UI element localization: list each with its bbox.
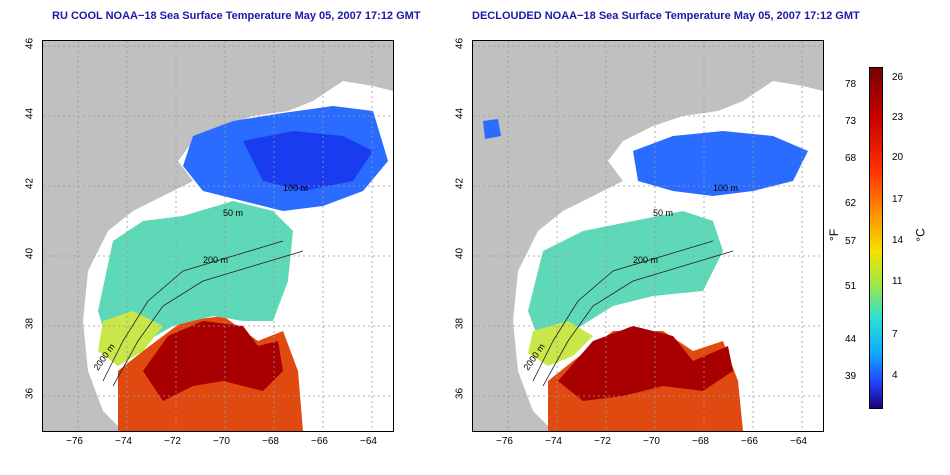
colorbar-f-tick: 39 [845, 371, 857, 382]
colorbar-c-tick: 14 [892, 235, 904, 246]
gulf-stream-core [143, 321, 283, 401]
y-tick: 40 [454, 247, 466, 260]
gulf-stream-core [558, 326, 733, 401]
y-tick: 40 [24, 247, 36, 260]
colorbar-c-tick: 17 [892, 194, 904, 205]
x-tick: −76 [496, 436, 513, 447]
x-tick: −74 [115, 436, 132, 447]
colorbar-c-tick: 4 [892, 370, 898, 381]
y-tick: 46 [24, 37, 36, 50]
x-tick: −66 [741, 436, 758, 447]
y-tick: 44 [454, 107, 466, 120]
contour-label-100m: 100 m [713, 183, 738, 193]
contour-label-200m: 200 m [633, 255, 658, 265]
temperature-colorbar [869, 67, 883, 409]
x-tick: −76 [66, 436, 83, 447]
colorbar-c-tick: 26 [892, 72, 904, 83]
x-tick: −72 [594, 436, 611, 447]
land-mass [43, 41, 393, 431]
colorbar-f-tick: 62 [845, 198, 857, 209]
x-tick: −70 [643, 436, 660, 447]
colorbar-f-tick: 68 [845, 153, 857, 164]
right-map-title: DECLOUDED NOAA−18 Sea Surface Temperatur… [472, 10, 860, 22]
y-tick: 38 [24, 317, 36, 330]
right-sst-map[interactable]: 200 m 50 m 2000 m 100 m [472, 40, 824, 432]
x-tick: −68 [692, 436, 709, 447]
colorbar-f-tick: 44 [845, 334, 857, 345]
colorbar-c-tick: 11 [892, 276, 903, 287]
shelf-yellow [528, 321, 593, 366]
contour-label-100m: 100 m [283, 183, 308, 193]
colorbar-c-tick: 23 [892, 112, 904, 123]
cold-patch [243, 131, 373, 191]
contour-label-200m: 200 m [203, 255, 228, 265]
x-tick: −64 [360, 436, 377, 447]
gulf-of-maine-cold [633, 131, 808, 196]
colorbar-c-tick: 7 [892, 329, 898, 340]
cold-patch [483, 119, 501, 139]
shelf-water [528, 211, 723, 351]
x-tick: −68 [262, 436, 279, 447]
x-tick: −64 [790, 436, 807, 447]
colorbar-f-tick: 73 [845, 116, 857, 127]
y-tick: 42 [454, 177, 466, 190]
y-tick: 44 [24, 107, 36, 120]
colorbar-c-tick: 20 [892, 152, 904, 163]
x-tick: −66 [311, 436, 328, 447]
left-sst-map[interactable]: 200 m 50 m 2000 m 100 m [42, 40, 394, 432]
colorbar-f-tick: 57 [845, 236, 857, 247]
y-tick: 36 [24, 387, 36, 400]
x-tick: −70 [213, 436, 230, 447]
y-tick: 38 [454, 317, 466, 330]
shelf-yellow [98, 311, 163, 366]
y-tick: 42 [24, 177, 36, 190]
y-tick: 36 [454, 387, 466, 400]
contour-label-50m: 50 m [223, 208, 243, 218]
y-tick: 46 [454, 37, 466, 50]
left-map-title: RU COOL NOAA−18 Sea Surface Temperature … [52, 10, 421, 22]
x-tick: −74 [545, 436, 562, 447]
colorbar-f-tick: 51 [845, 281, 857, 292]
contour-label-50m: 50 m [653, 208, 673, 218]
colorbar-unit-c: °C [913, 228, 928, 242]
colorbar-unit-f: °F [827, 228, 842, 242]
land-mass [473, 41, 823, 431]
colorbar-f-tick: 78 [845, 79, 857, 90]
x-tick: −72 [164, 436, 181, 447]
